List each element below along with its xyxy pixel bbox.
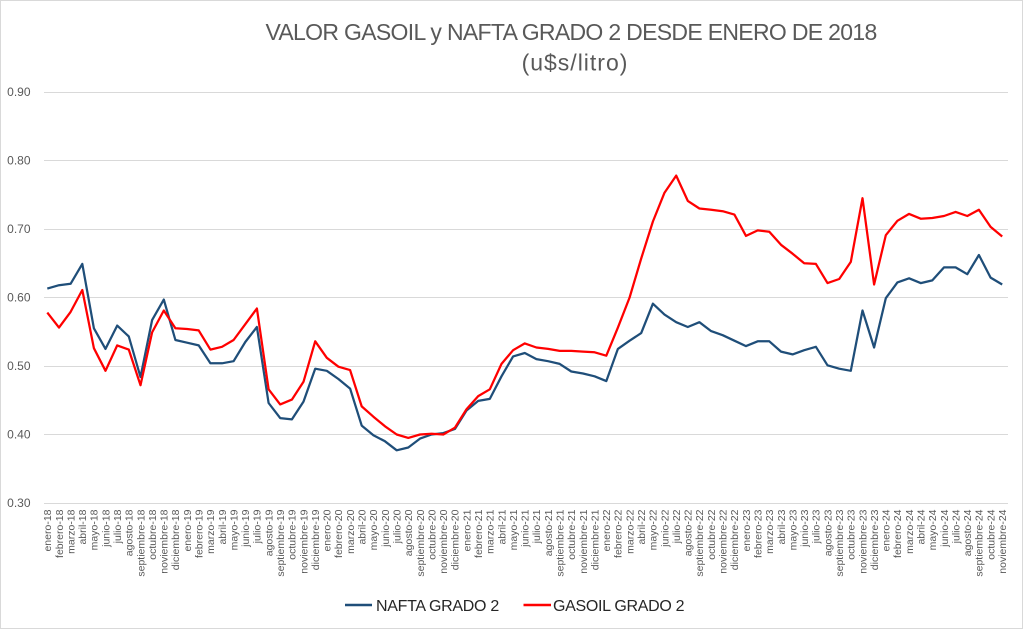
svg-text:enero-18: enero-18 (42, 509, 54, 551)
svg-text:julio-22: julio-22 (671, 509, 683, 544)
svg-text:agosto-18: agosto-18 (124, 509, 136, 556)
svg-text:VALOR GASOIL y NAFTA GRADO 2 D: VALOR GASOIL y NAFTA GRADO 2 DESDE ENERO… (265, 19, 876, 45)
svg-text:0.70: 0.70 (7, 222, 31, 236)
svg-text:febrero-23: febrero-23 (753, 509, 765, 558)
svg-text:julio-21: julio-21 (531, 509, 543, 544)
svg-text:marzo-19: marzo-19 (205, 509, 217, 554)
svg-text:marzo-18: marzo-18 (65, 509, 77, 554)
svg-text:noviembre-19: noviembre-19 (298, 509, 310, 573)
svg-text:mayo-23: mayo-23 (787, 509, 799, 550)
svg-text:octubre-24: octubre-24 (985, 509, 997, 559)
svg-text:noviembre-24: noviembre-24 (997, 509, 1009, 573)
svg-text:junio-22: junio-22 (659, 509, 671, 548)
svg-text:diciembre-22: diciembre-22 (729, 509, 741, 570)
svg-text:septiembre-23: septiembre-23 (834, 509, 846, 576)
svg-text:mayo-18: mayo-18 (89, 509, 101, 550)
svg-text:septiembre-18: septiembre-18 (135, 509, 147, 576)
svg-text:junio-23: junio-23 (799, 509, 811, 548)
svg-text:septiembre-21: septiembre-21 (555, 509, 567, 576)
svg-text:agosto-20: agosto-20 (403, 509, 415, 556)
svg-text:agosto-22: agosto-22 (683, 509, 695, 556)
svg-text:mayo-21: mayo-21 (508, 509, 520, 550)
svg-text:0.90: 0.90 (7, 85, 31, 99)
svg-text:marzo-22: marzo-22 (624, 509, 636, 554)
svg-text:enero-23: enero-23 (741, 509, 753, 551)
svg-text:mayo-19: mayo-19 (228, 509, 240, 550)
svg-text:noviembre-21: noviembre-21 (578, 509, 590, 573)
svg-text:febrero-20: febrero-20 (333, 509, 345, 558)
svg-text:enero-22: enero-22 (601, 509, 613, 551)
svg-text:marzo-20: marzo-20 (345, 509, 357, 554)
svg-text:junio-21: junio-21 (520, 509, 532, 548)
svg-text:GASOIL GRADO 2: GASOIL GRADO 2 (553, 598, 685, 615)
svg-text:septiembre-19: septiembre-19 (275, 509, 287, 576)
svg-text:junio-24: junio-24 (939, 509, 951, 548)
svg-text:enero-20: enero-20 (322, 509, 334, 551)
svg-text:junio-18: junio-18 (100, 509, 112, 548)
svg-text:enero-19: enero-19 (182, 509, 194, 551)
svg-text:(u$s/litro): (u$s/litro) (522, 50, 629, 76)
svg-text:febrero-22: febrero-22 (613, 509, 625, 558)
svg-text:abril-18: abril-18 (77, 509, 89, 544)
svg-text:abril-20: abril-20 (357, 509, 369, 544)
svg-text:febrero-21: febrero-21 (473, 509, 485, 558)
svg-text:diciembre-21: diciembre-21 (589, 509, 601, 570)
svg-text:julio-23: julio-23 (811, 509, 823, 544)
svg-text:octubre-20: octubre-20 (426, 509, 438, 559)
svg-text:noviembre-20: noviembre-20 (438, 509, 450, 573)
svg-text:octubre-21: octubre-21 (566, 509, 578, 559)
svg-text:julio-20: julio-20 (392, 509, 404, 544)
svg-text:abril-23: abril-23 (776, 509, 788, 544)
svg-text:marzo-23: marzo-23 (764, 509, 776, 554)
svg-text:0.50: 0.50 (7, 359, 31, 373)
svg-text:0.30: 0.30 (7, 496, 31, 510)
svg-text:agosto-24: agosto-24 (962, 509, 974, 556)
svg-text:octubre-18: octubre-18 (147, 509, 159, 559)
svg-text:abril-19: abril-19 (217, 509, 229, 544)
svg-text:octubre-19: octubre-19 (287, 509, 299, 559)
svg-text:agosto-21: agosto-21 (543, 509, 555, 556)
svg-text:febrero-19: febrero-19 (194, 509, 206, 558)
svg-text:julio-18: julio-18 (112, 509, 124, 544)
svg-text:marzo-24: marzo-24 (904, 509, 916, 554)
svg-text:NAFTA GRADO 2: NAFTA GRADO 2 (376, 598, 499, 615)
svg-text:febrero-24: febrero-24 (892, 509, 904, 558)
svg-text:septiembre-20: septiembre-20 (415, 509, 427, 576)
svg-text:junio-20: junio-20 (380, 509, 392, 548)
svg-text:0.60: 0.60 (7, 291, 31, 305)
svg-text:diciembre-19: diciembre-19 (310, 509, 322, 570)
svg-text:abril-24: abril-24 (916, 509, 928, 544)
svg-text:0.80: 0.80 (7, 154, 31, 168)
svg-text:agosto-19: agosto-19 (263, 509, 275, 556)
svg-text:diciembre-20: diciembre-20 (450, 509, 462, 570)
svg-text:abril-21: abril-21 (496, 509, 508, 544)
svg-text:octubre-22: octubre-22 (706, 509, 718, 559)
svg-text:octubre-23: octubre-23 (846, 509, 858, 559)
svg-text:noviembre-22: noviembre-22 (718, 509, 730, 573)
svg-text:mayo-24: mayo-24 (927, 509, 939, 550)
svg-text:diciembre-18: diciembre-18 (170, 509, 182, 570)
svg-text:mayo-20: mayo-20 (368, 509, 380, 550)
svg-text:abril-22: abril-22 (636, 509, 648, 544)
svg-text:julio-19: julio-19 (252, 509, 264, 544)
svg-text:septiembre-22: septiembre-22 (694, 509, 706, 576)
svg-text:mayo-22: mayo-22 (648, 509, 660, 550)
svg-text:marzo-21: marzo-21 (485, 509, 497, 554)
svg-text:diciembre-23: diciembre-23 (869, 509, 881, 570)
svg-text:noviembre-18: noviembre-18 (159, 509, 171, 573)
svg-text:noviembre-23: noviembre-23 (857, 509, 869, 573)
svg-text:agosto-23: agosto-23 (822, 509, 834, 556)
svg-text:enero-24: enero-24 (881, 509, 893, 551)
svg-text:junio-19: junio-19 (240, 509, 252, 548)
svg-text:julio-24: julio-24 (950, 509, 962, 544)
svg-text:septiembre-24: septiembre-24 (974, 509, 986, 576)
svg-text:enero-21: enero-21 (461, 509, 473, 551)
svg-text:febrero-18: febrero-18 (54, 509, 66, 558)
svg-text:0.40: 0.40 (7, 428, 31, 442)
